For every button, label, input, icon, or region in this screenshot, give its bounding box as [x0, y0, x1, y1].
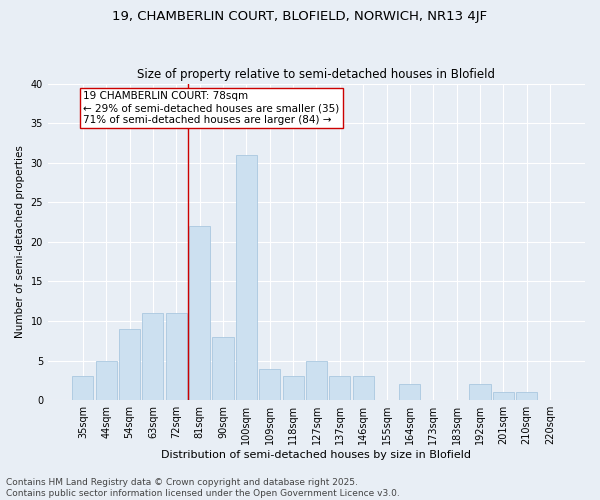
Title: Size of property relative to semi-detached houses in Blofield: Size of property relative to semi-detach…	[137, 68, 496, 81]
Text: Contains HM Land Registry data © Crown copyright and database right 2025.
Contai: Contains HM Land Registry data © Crown c…	[6, 478, 400, 498]
Bar	[353, 376, 374, 400]
Bar	[516, 392, 537, 400]
Bar	[142, 313, 163, 400]
Bar	[400, 384, 421, 400]
Y-axis label: Number of semi-detached properties: Number of semi-detached properties	[15, 146, 25, 338]
Bar	[259, 368, 280, 400]
Bar	[283, 376, 304, 400]
Bar	[469, 384, 491, 400]
Bar	[95, 360, 117, 400]
Bar	[119, 329, 140, 400]
Text: 19, CHAMBERLIN COURT, BLOFIELD, NORWICH, NR13 4JF: 19, CHAMBERLIN COURT, BLOFIELD, NORWICH,…	[112, 10, 488, 23]
Bar	[212, 337, 233, 400]
Bar	[236, 155, 257, 400]
Text: 19 CHAMBERLIN COURT: 78sqm
← 29% of semi-detached houses are smaller (35)
71% of: 19 CHAMBERLIN COURT: 78sqm ← 29% of semi…	[83, 92, 340, 124]
Bar	[189, 226, 210, 400]
X-axis label: Distribution of semi-detached houses by size in Blofield: Distribution of semi-detached houses by …	[161, 450, 472, 460]
Bar	[493, 392, 514, 400]
Bar	[73, 376, 94, 400]
Bar	[166, 313, 187, 400]
Bar	[329, 376, 350, 400]
Bar	[306, 360, 327, 400]
